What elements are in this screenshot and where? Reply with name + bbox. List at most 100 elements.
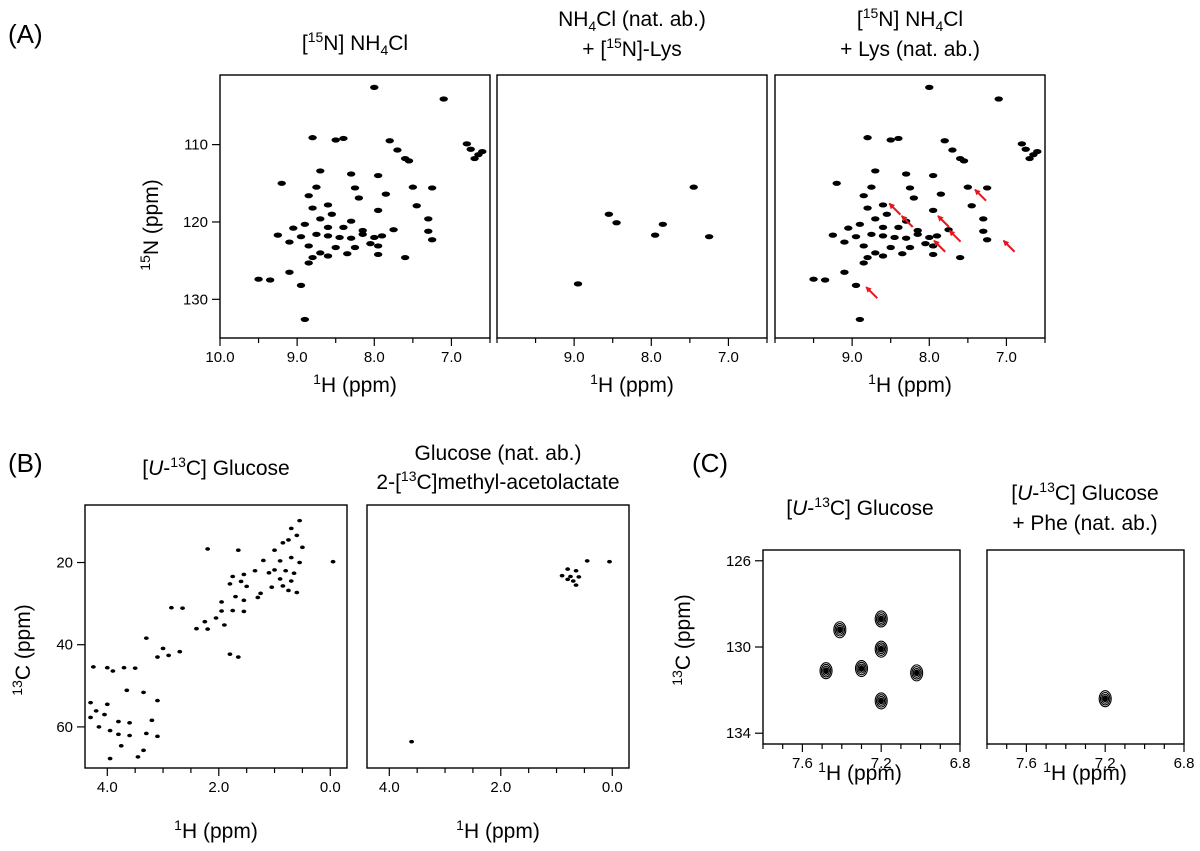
- svg-text:13C (ppm): 13C (ppm): [669, 594, 695, 685]
- peak: [913, 231, 922, 237]
- peak: [809, 276, 818, 282]
- peak: [851, 282, 861, 288]
- title-c1: [U-13C] Glucose: [786, 494, 933, 520]
- peak: [859, 243, 868, 249]
- peak: [205, 547, 211, 551]
- peak: [928, 243, 938, 249]
- svg-text:1H (ppm): 1H (ppm): [174, 817, 258, 843]
- peak: [925, 234, 934, 241]
- peak: [304, 243, 313, 249]
- svg-text:+ [15N]-Lys: + [15N]-Lys: [582, 35, 681, 61]
- peak: [840, 239, 849, 245]
- peak: [427, 237, 437, 243]
- peak: [832, 180, 841, 186]
- title-a1: [15N] NH4Cl: [302, 29, 408, 58]
- peak: [867, 184, 876, 190]
- peak: [244, 584, 250, 589]
- peak: [890, 234, 899, 241]
- peak: [258, 591, 263, 596]
- contour-peak: [833, 621, 847, 639]
- peak: [93, 709, 99, 713]
- peak: [373, 243, 383, 249]
- peak: [227, 582, 233, 586]
- x-tick-label: 8.0: [919, 349, 940, 366]
- contour-level: [854, 660, 869, 678]
- peak: [424, 228, 433, 234]
- peak: [855, 316, 865, 323]
- peak: [466, 146, 475, 152]
- x-tick-label: 6.8: [1174, 755, 1195, 772]
- svg-text:1H (ppm): 1H (ppm): [1043, 759, 1127, 785]
- contour-peak: [874, 692, 888, 710]
- red-arrow: [974, 189, 987, 202]
- x-tick-label: 6.8: [950, 755, 971, 772]
- peak: [316, 216, 325, 222]
- contour-level: [877, 613, 886, 625]
- peak: [863, 205, 872, 211]
- peak: [928, 251, 938, 258]
- peak: [373, 251, 383, 258]
- peak: [932, 233, 942, 239]
- plot-frame: [986, 549, 1185, 745]
- peak: [254, 276, 263, 282]
- plot-frame: [496, 74, 768, 339]
- peak: [107, 756, 113, 761]
- peak: [180, 606, 185, 610]
- peak: [905, 244, 915, 251]
- peak: [141, 748, 146, 753]
- peak: [283, 568, 289, 573]
- peak: [358, 231, 367, 237]
- peak: [339, 135, 348, 142]
- peak: [230, 608, 236, 613]
- peak: [389, 227, 398, 233]
- ylabel-b: 13C (ppm): [9, 604, 35, 695]
- chart-b2: 4.0 2.0 0.0: [366, 504, 630, 796]
- peak: [288, 526, 294, 531]
- x-tick-label: 9.0: [287, 349, 308, 366]
- peak: [124, 688, 130, 693]
- peak: [297, 560, 303, 565]
- peak: [863, 254, 872, 261]
- peak: [658, 221, 668, 227]
- peak: [607, 559, 612, 564]
- panel-label-b: (B): [8, 448, 43, 478]
- peak: [285, 239, 294, 245]
- contour-level: [837, 626, 843, 634]
- peak: [308, 135, 317, 141]
- peak: [462, 141, 472, 147]
- svg-text:15N (ppm): 15N (ppm): [137, 179, 163, 270]
- x-tick-label: 7.6: [1016, 755, 1037, 772]
- contour-level: [874, 640, 888, 658]
- peak: [828, 232, 838, 238]
- peak: [227, 652, 233, 656]
- svg-text:1H (ppm): 1H (ppm): [818, 759, 902, 785]
- contour-peak: [819, 662, 833, 680]
- x-tick-label: 7.0: [996, 349, 1017, 366]
- peak: [102, 712, 107, 717]
- peak: [323, 253, 333, 259]
- peak: [149, 718, 155, 723]
- chart-c2: 7.6 7.2 6.8: [986, 549, 1195, 772]
- peak: [936, 191, 946, 197]
- chart-a2: 9.0 8.0 7.0: [496, 74, 768, 366]
- peak: [427, 185, 437, 191]
- peak: [116, 719, 121, 724]
- peak: [373, 172, 383, 179]
- peak: [296, 234, 306, 240]
- peak: [252, 568, 258, 573]
- peak: [308, 254, 317, 261]
- plot-frame: [366, 504, 630, 769]
- peak: [277, 180, 286, 186]
- contour-level: [875, 642, 887, 656]
- peak: [88, 715, 93, 720]
- x-tick-label: 7.2: [871, 755, 892, 772]
- y-tick-label: 130: [726, 639, 751, 656]
- peak: [354, 195, 364, 201]
- peak: [241, 598, 247, 603]
- peak: [300, 545, 305, 550]
- peak: [323, 224, 333, 230]
- peak: [882, 211, 892, 217]
- contour-level: [878, 615, 884, 623]
- peak: [286, 588, 291, 593]
